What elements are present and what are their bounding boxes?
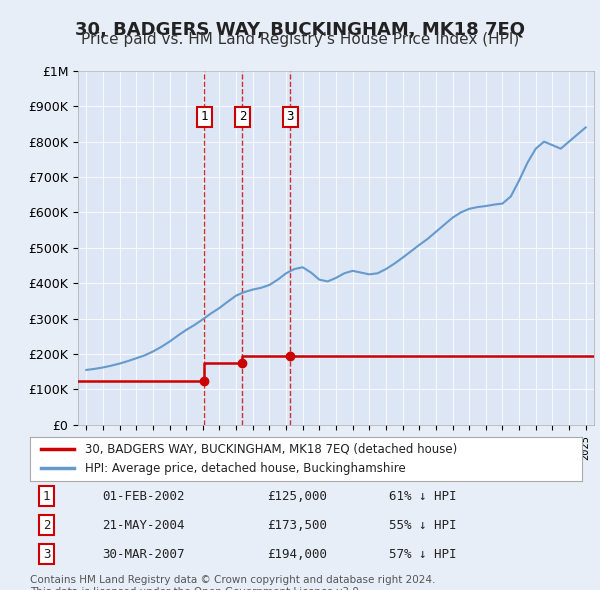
- Text: 57% ↓ HPI: 57% ↓ HPI: [389, 548, 457, 560]
- Text: 3: 3: [43, 548, 50, 560]
- Text: 2: 2: [43, 519, 50, 532]
- Text: HPI: Average price, detached house, Buckinghamshire: HPI: Average price, detached house, Buck…: [85, 462, 406, 475]
- Text: 30, BADGERS WAY, BUCKINGHAM, MK18 7EQ: 30, BADGERS WAY, BUCKINGHAM, MK18 7EQ: [75, 21, 525, 39]
- Text: 2: 2: [239, 110, 246, 123]
- Text: 30-MAR-2007: 30-MAR-2007: [102, 548, 184, 560]
- Text: Price paid vs. HM Land Registry's House Price Index (HPI): Price paid vs. HM Land Registry's House …: [81, 32, 519, 47]
- Text: Contains HM Land Registry data © Crown copyright and database right 2024.
This d: Contains HM Land Registry data © Crown c…: [30, 575, 436, 590]
- Text: 1: 1: [200, 110, 208, 123]
- Text: 01-FEB-2002: 01-FEB-2002: [102, 490, 184, 503]
- Text: 1: 1: [43, 490, 50, 503]
- Text: 21-MAY-2004: 21-MAY-2004: [102, 519, 184, 532]
- Text: £194,000: £194,000: [268, 548, 328, 560]
- Text: 55% ↓ HPI: 55% ↓ HPI: [389, 519, 457, 532]
- Text: £173,500: £173,500: [268, 519, 328, 532]
- Text: 30, BADGERS WAY, BUCKINGHAM, MK18 7EQ (detached house): 30, BADGERS WAY, BUCKINGHAM, MK18 7EQ (d…: [85, 442, 457, 455]
- Text: 61% ↓ HPI: 61% ↓ HPI: [389, 490, 457, 503]
- Text: £125,000: £125,000: [268, 490, 328, 503]
- Text: 3: 3: [286, 110, 294, 123]
